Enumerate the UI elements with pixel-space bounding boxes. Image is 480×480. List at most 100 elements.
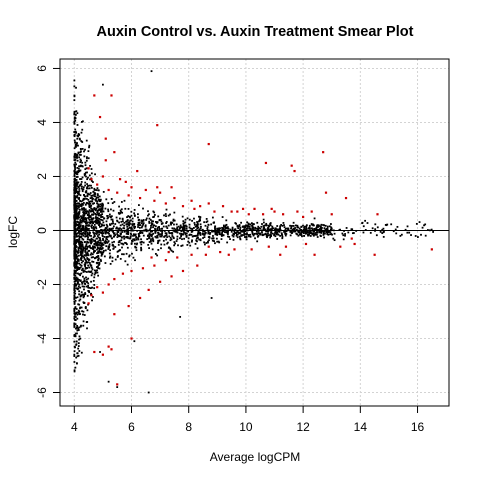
- data-point: [261, 223, 263, 225]
- data-point: [81, 141, 84, 143]
- data-point: [76, 326, 79, 329]
- data-point: [87, 187, 89, 190]
- data-point: [226, 231, 228, 234]
- data-point: [183, 227, 186, 230]
- data-point: [73, 200, 76, 203]
- significant-point: [93, 94, 96, 97]
- data-point: [73, 287, 76, 290]
- data-point: [93, 257, 96, 260]
- data-point: [74, 366, 77, 369]
- data-point: [170, 221, 172, 224]
- data-point: [114, 258, 117, 261]
- data-point: [109, 262, 112, 265]
- data-point: [118, 240, 121, 242]
- significant-point: [170, 275, 173, 278]
- significant-point: [279, 253, 282, 256]
- data-point: [273, 233, 276, 236]
- data-point: [252, 233, 255, 236]
- data-point: [90, 172, 93, 175]
- data-point: [268, 225, 270, 228]
- significant-point: [153, 199, 156, 202]
- data-point: [138, 233, 140, 236]
- data-point: [177, 244, 179, 247]
- data-point: [84, 250, 87, 252]
- data-point: [279, 225, 282, 228]
- data-point: [75, 253, 78, 256]
- data-point: [205, 242, 208, 244]
- data-point: [121, 217, 124, 220]
- data-point: [101, 205, 104, 208]
- data-point: [81, 251, 84, 254]
- data-point: [344, 234, 346, 237]
- data-point: [78, 338, 80, 341]
- data-point: [75, 205, 78, 207]
- data-point: [217, 229, 220, 232]
- data-point: [283, 230, 285, 233]
- data-point: [225, 231, 228, 234]
- data-point: [93, 207, 96, 210]
- data-point: [78, 198, 80, 200]
- data-point: [95, 221, 97, 224]
- data-point: [74, 277, 76, 280]
- data-point: [217, 231, 219, 234]
- data-point: [78, 212, 81, 215]
- data-point: [83, 293, 85, 296]
- data-point: [267, 226, 269, 229]
- data-point: [207, 232, 210, 234]
- data-point: [299, 229, 302, 232]
- data-point: [222, 230, 225, 233]
- data-point: [277, 233, 280, 236]
- data-point: [79, 263, 82, 266]
- data-point: [206, 227, 209, 230]
- data-point: [104, 249, 107, 252]
- data-point: [131, 239, 133, 242]
- data-point: [162, 225, 165, 228]
- data-point: [91, 253, 94, 256]
- data-point: [173, 219, 176, 222]
- data-point: [102, 210, 105, 213]
- data-point: [133, 208, 136, 211]
- y-tick-label: -4: [35, 333, 49, 344]
- data-point: [88, 262, 91, 264]
- data-point: [219, 227, 221, 230]
- data-point: [316, 231, 319, 234]
- data-point: [74, 260, 77, 263]
- data-point: [73, 175, 76, 178]
- data-point: [95, 233, 98, 235]
- data-point: [102, 190, 105, 193]
- data-point: [93, 208, 96, 210]
- data-point: [110, 216, 112, 219]
- data-point: [118, 205, 121, 208]
- data-point: [242, 225, 245, 228]
- data-point: [123, 237, 126, 240]
- x-tick-label: 12: [296, 420, 310, 434]
- data-point: [81, 161, 84, 164]
- data-point: [77, 202, 80, 205]
- data-point: [79, 219, 82, 221]
- data-point: [272, 227, 275, 230]
- data-point: [89, 192, 92, 194]
- data-point: [99, 239, 102, 242]
- data-point: [73, 85, 76, 88]
- data-point: [233, 228, 236, 231]
- data-point: [150, 238, 152, 241]
- data-point: [75, 255, 77, 258]
- data-point: [73, 241, 76, 244]
- data-point: [83, 314, 86, 316]
- data-point: [79, 225, 82, 228]
- data-point: [96, 235, 99, 237]
- data-point: [73, 298, 76, 300]
- data-point: [312, 233, 315, 235]
- data-point: [215, 232, 218, 235]
- data-point: [262, 229, 265, 232]
- data-point: [98, 264, 100, 266]
- data-point: [254, 226, 257, 229]
- data-point: [147, 234, 150, 237]
- data-point: [73, 206, 76, 208]
- data-point: [75, 209, 77, 212]
- data-point: [88, 213, 90, 215]
- data-point: [97, 219, 100, 222]
- data-point: [141, 240, 143, 243]
- data-point: [82, 324, 85, 327]
- data-point: [364, 229, 367, 231]
